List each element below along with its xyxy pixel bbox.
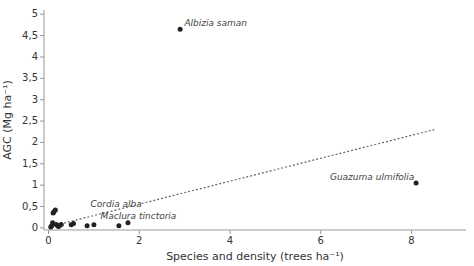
annotation: Albizia saman: [183, 18, 247, 28]
y-tick: [40, 121, 44, 122]
x-tick: [320, 230, 321, 234]
annotation: Cordia alba: [90, 199, 141, 209]
x-tick: [411, 230, 412, 234]
annotation: Guazuma ulmifolia: [330, 172, 414, 182]
scatter-point: [178, 27, 183, 32]
y-tick-label: 0: [32, 222, 38, 233]
y-tick-label: 0,5: [22, 201, 38, 212]
plot-area: [48, 27, 434, 230]
y-tick: [40, 142, 44, 143]
y-tick-label: 1,5: [22, 158, 38, 169]
y-tick-label: 2: [32, 136, 38, 147]
scatter-point: [59, 222, 64, 227]
y-tick: [40, 99, 44, 100]
y-axis-label: AGC (Mg ha⁻¹): [1, 80, 14, 160]
y-tick-label: 3: [32, 94, 38, 105]
y-tick: [40, 163, 44, 164]
x-tick: [48, 230, 49, 234]
scatter-point: [91, 222, 96, 227]
trendline: [49, 130, 435, 227]
chart: 0 2 4 6 8 0 0,5 1 1,5 2 2,5 3 3,5 4 4,5 5 Species and de…: [0, 0, 474, 266]
y-tick-label: 4: [32, 51, 38, 62]
scatter-point: [116, 223, 121, 228]
x-tick-label: 6: [318, 235, 324, 246]
x-tick-label: 0: [45, 235, 51, 246]
y-tick: [40, 35, 44, 36]
x-axis: [44, 230, 466, 231]
y-tick-label: 4,5: [22, 30, 38, 41]
x-tick-label: 4: [227, 235, 233, 246]
y-tick: [40, 14, 44, 15]
y-axis: [44, 10, 45, 230]
x-tick-label: 8: [408, 235, 414, 246]
y-tick: [40, 227, 44, 228]
annotation: Maclura tinctoria: [100, 211, 176, 221]
x-tick: [139, 230, 140, 234]
scatter-point: [53, 207, 58, 212]
y-tick-label: 2,5: [22, 115, 38, 126]
y-tick: [40, 56, 44, 57]
y-tick-label: 5: [32, 8, 38, 19]
x-tick-label: 2: [136, 235, 142, 246]
y-tick-label: 1: [32, 179, 38, 190]
y-tick: [40, 78, 44, 79]
x-axis-label: Species and density (trees ha⁻¹): [166, 250, 344, 263]
y-tick: [40, 206, 44, 207]
x-tick: [230, 230, 231, 234]
scatter-point: [85, 223, 90, 228]
y-tick-label: 3,5: [22, 72, 38, 83]
y-tick: [40, 185, 44, 186]
scatter-point: [71, 221, 76, 226]
